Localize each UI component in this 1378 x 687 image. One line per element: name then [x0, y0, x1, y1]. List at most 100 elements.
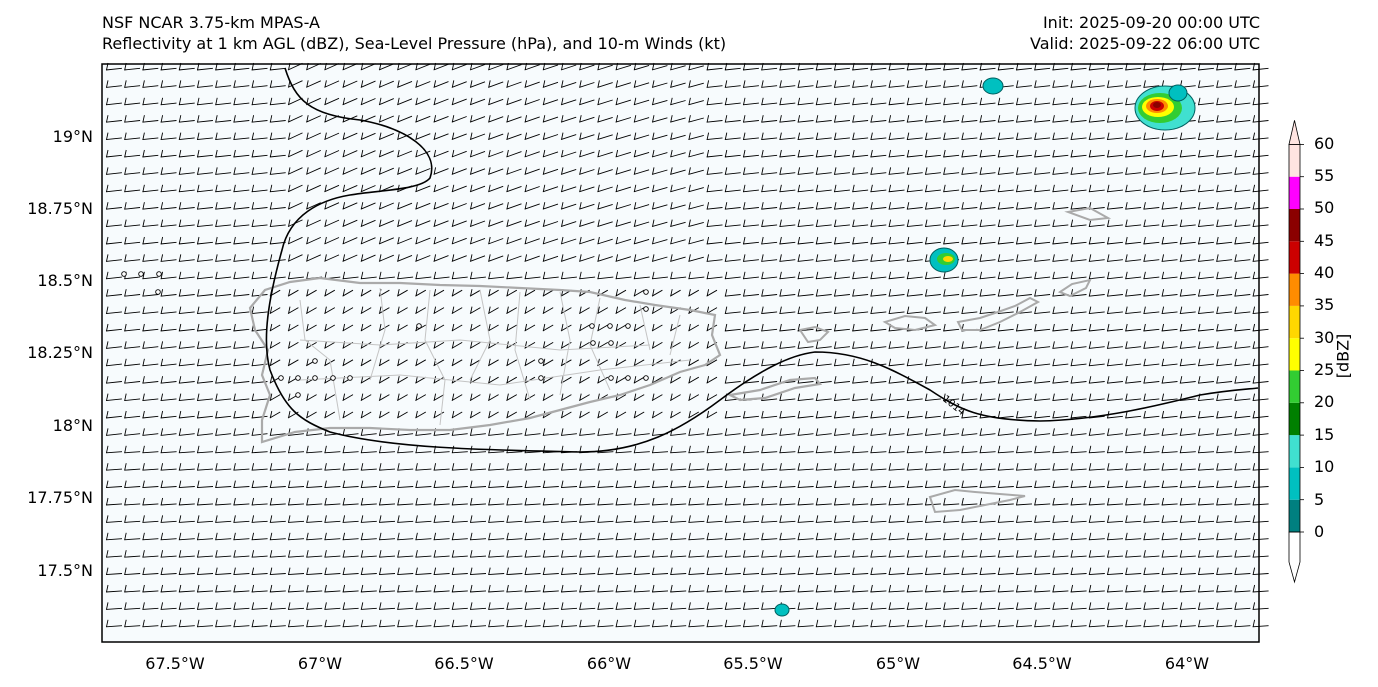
wind-barb [1197, 619, 1215, 628]
wind-barb [306, 480, 323, 489]
wind-barb [1179, 219, 1196, 228]
wind-barb [506, 584, 523, 593]
wind-barb [342, 393, 354, 401]
wind-barb [688, 149, 704, 158]
wind-barb [1052, 584, 1069, 593]
wind-barb [269, 445, 286, 454]
wind-barb [233, 445, 250, 454]
wind-barb [124, 445, 141, 454]
calm-marker [643, 289, 649, 295]
wind-barb [178, 271, 195, 280]
colorbar-segment [1289, 370, 1300, 403]
wind-barb [1252, 567, 1269, 576]
wind-barb [1216, 219, 1233, 228]
wind-barb [706, 323, 718, 332]
wind-barb [1143, 132, 1160, 141]
wind-barb [779, 497, 796, 506]
wind-barb [1179, 202, 1196, 210]
wind-barb [1015, 149, 1032, 158]
wind-barb [1034, 376, 1051, 384]
wind-barb [1106, 358, 1123, 367]
wind-barb [542, 567, 559, 576]
wind-barb [269, 550, 286, 558]
wind-barb [1179, 323, 1196, 332]
wind-barb [1088, 254, 1105, 262]
wind-barb [160, 497, 177, 506]
wind-barb [1052, 80, 1069, 88]
wind-barb [1015, 376, 1032, 384]
wind-barb [815, 202, 832, 210]
wind-barb [196, 532, 214, 541]
wind-barb [870, 619, 887, 628]
wind-barb [615, 410, 627, 419]
wind-barb [597, 567, 614, 576]
wind-barb [1234, 602, 1251, 610]
wind-barb [524, 323, 536, 332]
wind-barb [852, 219, 869, 228]
wind-barb [943, 115, 960, 123]
wind-barb [833, 445, 851, 454]
wind-barb [888, 358, 905, 367]
wind-barb [469, 602, 487, 610]
wind-barb [415, 567, 432, 576]
wind-barb [415, 515, 432, 523]
wind-barb [870, 323, 887, 332]
wind-barb [815, 236, 832, 245]
wind-barb [542, 306, 554, 314]
wind-barb [560, 202, 577, 210]
wind-barb [1034, 515, 1051, 523]
wind-barb [579, 97, 595, 106]
wind-barb [269, 254, 286, 262]
wind-barb [1070, 132, 1087, 141]
wind-barb [524, 497, 541, 506]
wind-barb [142, 532, 159, 541]
wind-barb [688, 341, 700, 349]
wind-barb [1197, 567, 1215, 576]
colorbar-extend-top [1288, 120, 1301, 145]
wind-barb [724, 445, 741, 454]
wind-barb [852, 236, 869, 245]
valid-time: Valid: 2025-09-22 06:00 UTC [1029, 34, 1260, 53]
wind-barb [1070, 358, 1087, 367]
wind-barb [1161, 393, 1178, 402]
wind-barb [124, 602, 141, 610]
wind-barb [815, 532, 832, 541]
wind-barb [342, 254, 358, 262]
wind-barb [451, 410, 463, 419]
wind-barb [633, 532, 650, 541]
wind-barb [1088, 323, 1105, 332]
wind-barb [251, 532, 268, 541]
wind-barb [342, 619, 359, 628]
wind-barb [1106, 550, 1124, 558]
wind-barb [524, 202, 540, 210]
wind-barb [488, 184, 504, 193]
wind-barb [215, 80, 232, 88]
wind-barb [924, 358, 941, 367]
wind-barb [852, 115, 869, 123]
wind-barb [906, 289, 923, 297]
wind-barb [742, 271, 759, 280]
wind-barb [1197, 80, 1214, 88]
wind-barb [1088, 358, 1105, 367]
wind-barb [378, 480, 396, 489]
wind-barb [324, 410, 336, 419]
wind-barb [160, 410, 177, 419]
wind-barb [1234, 115, 1251, 123]
wind-barb [615, 184, 632, 193]
wind-barb [342, 532, 359, 541]
wind-barb [724, 323, 741, 332]
wind-barb [196, 289, 213, 297]
wind-barb [142, 515, 159, 523]
wind-barb [615, 149, 632, 158]
wind-barb [688, 115, 704, 123]
wind-barb [633, 358, 645, 367]
wind-barb [142, 393, 159, 402]
lon-label-66-5: 66.5°W [434, 654, 494, 673]
wind-barb [142, 149, 159, 158]
wind-barb [1216, 515, 1233, 523]
wind-barb [542, 619, 559, 628]
wind-barb [1161, 358, 1178, 367]
wind-barb [1197, 306, 1214, 315]
wind-barb [1034, 236, 1051, 245]
wind-barb [324, 550, 341, 558]
